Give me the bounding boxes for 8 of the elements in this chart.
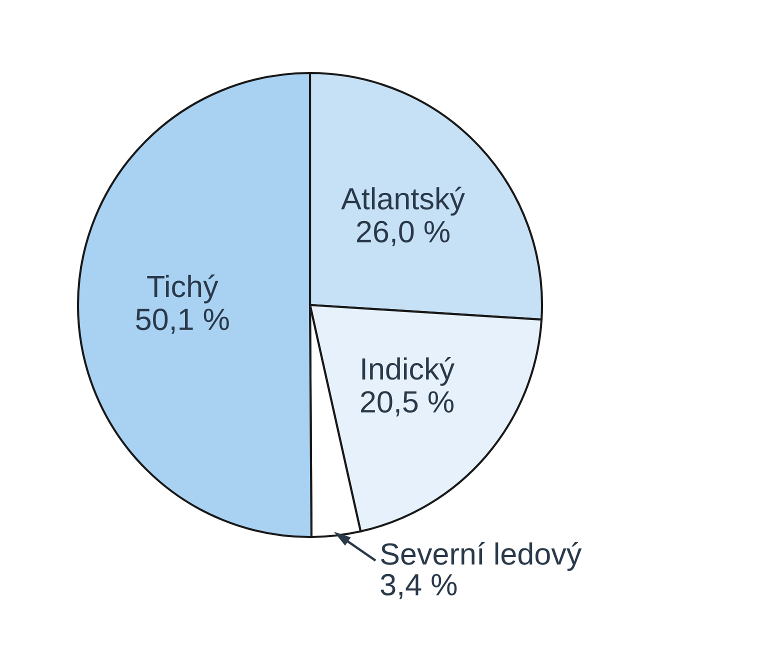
data-label: 3,4 %: [380, 574, 457, 600]
data-label: 20,5 %: [361, 391, 454, 416]
data-label: 26,0 %: [356, 220, 450, 246]
slice-label: Atlantský: [341, 186, 465, 216]
slice-label: Indický: [362, 356, 455, 386]
slice-label: Severní ledový: [380, 542, 582, 571]
data-label: 50,1 %: [136, 308, 229, 334]
slice-label: Tichý: [147, 274, 218, 304]
